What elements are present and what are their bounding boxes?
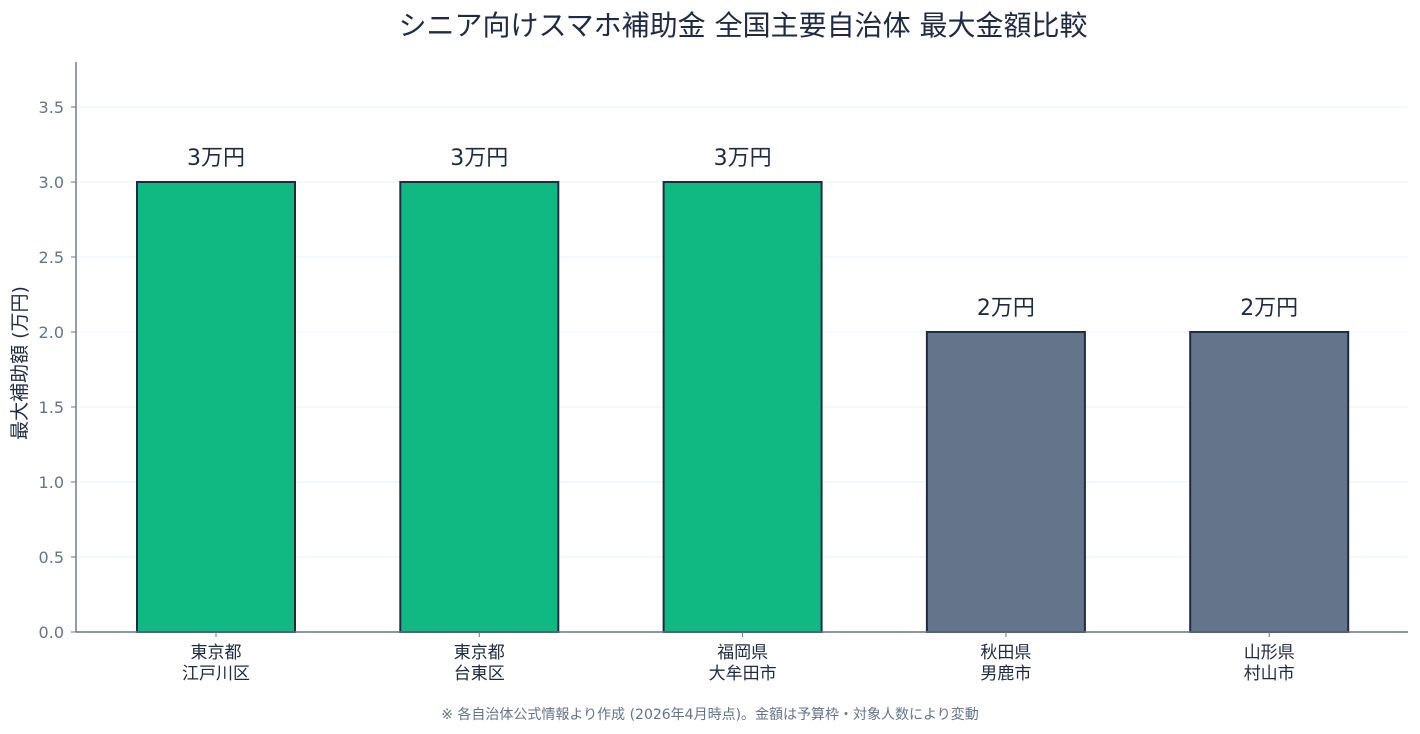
axis-layer <box>71 62 1408 637</box>
y-tick-label: 2.0 <box>39 323 64 342</box>
x-tick-label-line2: 男鹿市 <box>980 664 1031 684</box>
x-tick-label-line2: 江戸川区 <box>182 664 250 684</box>
x-tick-label-line1: 福岡県 <box>717 643 768 663</box>
chart-title: シニア向けスマホ補助金 全国主要自治体 最大金額比較 <box>398 9 1088 42</box>
bar <box>399 181 560 633</box>
bar <box>925 331 1086 633</box>
y-tick-label: 2.5 <box>39 248 64 267</box>
x-tick-label-line2: 村山市 <box>1244 664 1295 684</box>
bar-value-label: 3万円 <box>450 146 508 171</box>
bar-value-label: 3万円 <box>714 146 772 171</box>
x-tick-label-line1: 東京都 <box>454 643 505 663</box>
y-tick-label: 3.5 <box>39 98 64 117</box>
bar <box>1189 331 1350 633</box>
footnote: ※ 各自治体公式情報より作成 (2026年4月時点)。金額は予算枠・対象人数によ… <box>441 707 979 723</box>
x-tick-label-line1: 秋田県 <box>980 643 1031 663</box>
y-axis-label: 最大補助額 (万円) <box>9 286 31 440</box>
bar <box>662 181 823 633</box>
x-tick-label-line2: 台東区 <box>454 664 505 684</box>
bar-value-label: 3万円 <box>187 146 245 171</box>
bar-chart: 0.00.51.01.52.02.53.03.53万円東京都江戸川区3万円東京都… <box>9 62 1408 684</box>
y-tick-label: 0.0 <box>39 623 64 642</box>
y-tick-label: 0.5 <box>39 548 64 567</box>
x-tick-label-line1: 東京都 <box>191 643 242 663</box>
y-tick-label: 3.0 <box>39 173 64 192</box>
label-layer: 0.00.51.01.52.02.53.03.53万円東京都江戸川区3万円東京都… <box>9 98 1298 684</box>
bar-value-label: 2万円 <box>977 296 1035 321</box>
bar <box>136 181 296 633</box>
x-tick-label-line2: 大牟田市 <box>709 664 777 684</box>
x-tick-label-line1: 山形県 <box>1244 643 1295 663</box>
y-tick-label: 1.0 <box>39 473 64 492</box>
bar-value-label: 2万円 <box>1240 296 1298 321</box>
y-tick-label: 1.5 <box>39 398 64 417</box>
